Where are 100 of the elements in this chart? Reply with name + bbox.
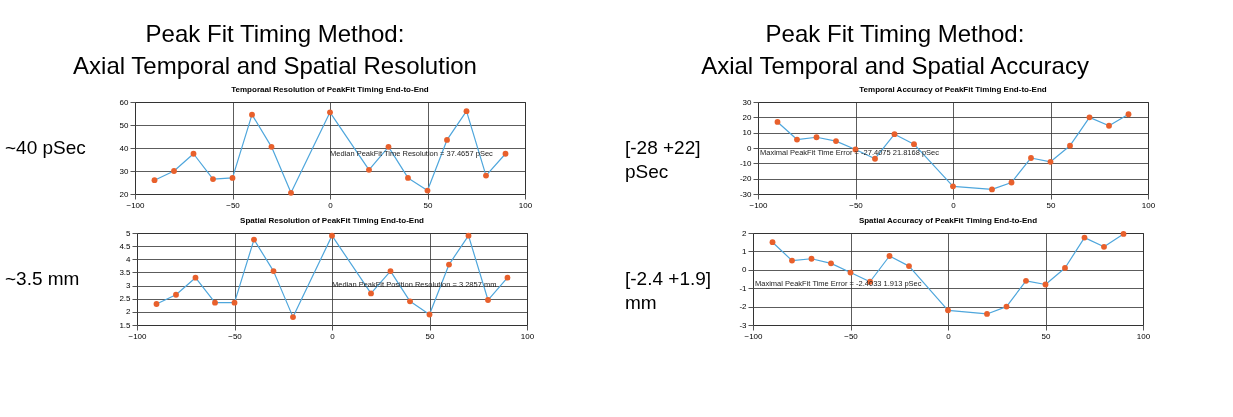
point <box>828 260 834 267</box>
point <box>153 301 160 307</box>
y-tick-label: 4.5 <box>119 241 132 251</box>
point <box>407 298 413 305</box>
y-tick-label: 3 <box>126 281 132 291</box>
y-tick-label: 3.5 <box>119 267 132 277</box>
point <box>483 172 489 179</box>
point <box>368 290 374 297</box>
point <box>290 314 296 321</box>
point <box>1125 111 1132 118</box>
point <box>210 176 216 182</box>
y-tick-label: 0 <box>747 143 753 153</box>
text: ~40 pSec <box>5 137 86 158</box>
point <box>463 108 470 115</box>
point <box>465 232 472 239</box>
point <box>171 168 177 174</box>
point <box>327 109 333 116</box>
point <box>329 232 335 239</box>
point <box>190 150 197 157</box>
point <box>229 174 236 181</box>
x-tick-label: 50 <box>423 200 433 210</box>
point <box>444 137 450 143</box>
point <box>1101 243 1107 250</box>
point <box>426 311 433 318</box>
point <box>249 111 255 118</box>
y-tick-label: 10 <box>742 128 753 138</box>
point <box>808 255 815 262</box>
point <box>192 274 199 281</box>
chart-title: Spatial Accuracy of PeakFit Timing End-to-End <box>858 216 1038 225</box>
point <box>231 299 238 306</box>
point <box>405 174 411 181</box>
point <box>1047 158 1054 165</box>
point <box>833 138 839 145</box>
point <box>906 263 912 270</box>
y-tick-label: 50 <box>119 120 130 130</box>
y-tick-label: 0 <box>742 265 748 275</box>
y-tick-label: -10 <box>739 158 753 168</box>
y-tick-label: 5 <box>126 228 132 238</box>
text: [-28 +22] pSec <box>625 137 701 182</box>
x-tick-label: 100 <box>520 331 535 341</box>
point <box>891 131 898 138</box>
y-tick-label: -30 <box>739 189 753 199</box>
point <box>1003 303 1010 310</box>
chart-title: Temporal Accuracy of PeakFit Timing End-to-End <box>859 85 1047 94</box>
x-tick-label: 100 <box>1141 200 1156 210</box>
point <box>950 183 956 190</box>
y-tick-label: -20 <box>739 174 753 184</box>
x-tick-label: −50 <box>849 200 864 210</box>
x-tick-label: −100 <box>128 331 148 341</box>
text: ~3.5 mm <box>5 268 80 289</box>
point <box>288 189 294 196</box>
text: [-2.4 +1.9] mm <box>625 268 712 313</box>
point <box>1081 234 1088 241</box>
point <box>1028 155 1034 161</box>
point <box>173 291 179 298</box>
x-tick-label: 0 <box>328 200 334 210</box>
x-tick-label: 100 <box>1136 331 1151 341</box>
point <box>504 274 511 281</box>
x-tick-label: 0 <box>951 200 957 210</box>
y-tick-label: 20 <box>119 189 130 199</box>
point <box>212 299 218 306</box>
point <box>1106 122 1112 129</box>
point <box>1067 142 1073 149</box>
x-tick-label: 50 <box>425 331 435 341</box>
point <box>989 186 995 193</box>
point <box>366 166 372 173</box>
x-tick-label: 0 <box>946 331 952 341</box>
y-tick-label: -3 <box>739 320 748 330</box>
y-tick-label: 4 <box>126 254 132 264</box>
y-tick-label: 1.5 <box>119 320 132 330</box>
point <box>769 239 776 246</box>
y-tick-label: 30 <box>119 166 130 176</box>
text: Peak Fit Timing Method: Axial Temporal and Spatial Resolution <box>73 20 477 79</box>
point <box>886 253 893 259</box>
x-tick-label: −100 <box>744 331 764 341</box>
x-tick-label: −50 <box>844 331 859 341</box>
point <box>1023 277 1029 284</box>
point <box>268 143 275 150</box>
point <box>872 155 878 162</box>
x-tick-label: −100 <box>126 200 146 210</box>
point <box>424 187 431 194</box>
point <box>251 236 257 243</box>
x-tick-label: 100 <box>518 200 533 210</box>
y-tick-label: 40 <box>119 143 130 153</box>
y-tick-label: -1 <box>739 283 748 293</box>
x-tick-label: 50 <box>1046 200 1056 210</box>
point <box>1086 114 1093 121</box>
y-tick-label: 60 <box>119 97 130 107</box>
point <box>385 143 392 150</box>
x-tick-label: −100 <box>749 200 769 210</box>
x-tick-label: 50 <box>1041 331 1051 341</box>
point <box>446 261 452 268</box>
y-tick-label: 2 <box>742 228 748 238</box>
point <box>911 141 917 148</box>
y-tick-label: 2.5 <box>119 294 132 304</box>
point <box>1042 281 1049 288</box>
point <box>502 150 509 157</box>
x-tick-label: −50 <box>228 331 243 341</box>
y-tick-label: 2 <box>126 307 132 317</box>
chart-title: Temporaal Resolution of PeakFit Timing End-to-End <box>231 85 429 94</box>
